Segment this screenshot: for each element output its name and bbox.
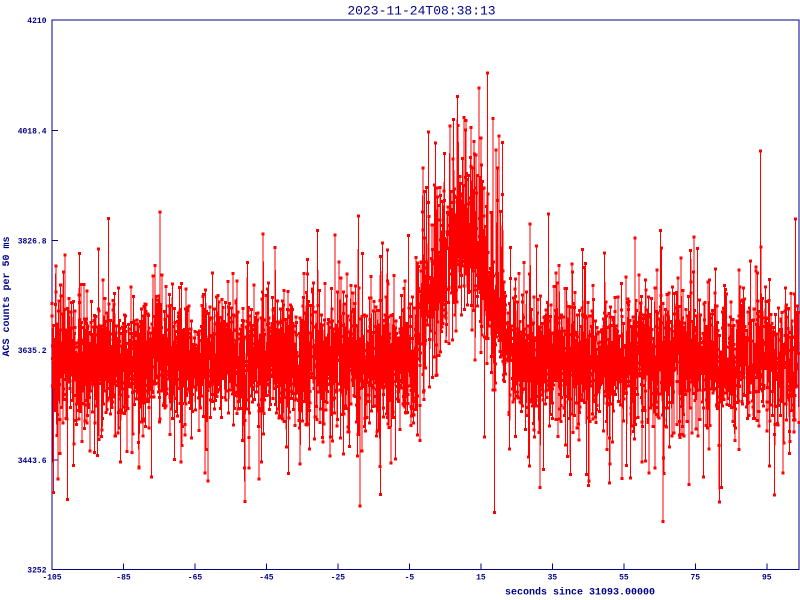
svg-text:3826.8: 3826.8 <box>18 237 47 246</box>
svg-text:95: 95 <box>762 574 772 583</box>
svg-text:ACS counts per 50 ms: ACS counts per 50 ms <box>2 236 13 356</box>
svg-text:seconds since 31093.00000: seconds since 31093.00000 <box>505 587 655 599</box>
svg-text:-65: -65 <box>188 574 203 583</box>
svg-text:3443.6: 3443.6 <box>18 457 47 466</box>
svg-text:2023-11-24T08:38:13: 2023-11-24T08:38:13 <box>347 4 495 19</box>
svg-text:3635.2: 3635.2 <box>18 347 47 356</box>
svg-text:4018.4: 4018.4 <box>18 127 47 136</box>
svg-text:55: 55 <box>619 574 629 583</box>
svg-text:75: 75 <box>690 574 700 583</box>
svg-text:4210: 4210 <box>27 17 46 26</box>
svg-text:35: 35 <box>548 574 558 583</box>
svg-text:-105: -105 <box>42 574 61 583</box>
svg-text:-45: -45 <box>259 574 274 583</box>
svg-text:-25: -25 <box>331 574 346 583</box>
svg-text:15: 15 <box>476 574 486 583</box>
svg-text:-5: -5 <box>405 574 415 583</box>
svg-text:-85: -85 <box>116 574 131 583</box>
